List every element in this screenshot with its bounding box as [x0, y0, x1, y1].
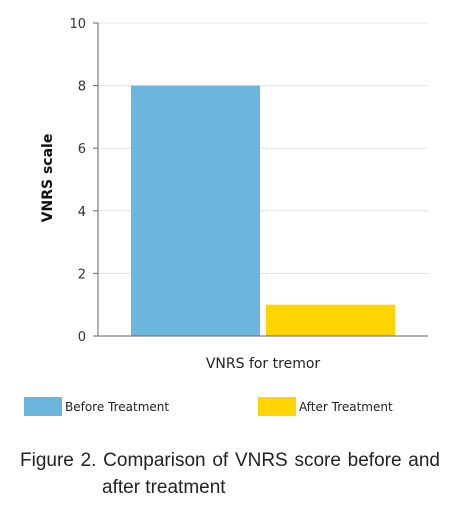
bars: [131, 85, 395, 336]
y-tick-label: 8: [78, 80, 86, 95]
legend-label-after: After Treatment: [299, 399, 393, 414]
y-axis: 0 2 4 6 8 10: [69, 17, 99, 345]
y-axis-title: VNRS scale: [40, 134, 56, 223]
caption-line-1: Figure 2. Comparison of VNRS score befor…: [20, 450, 440, 471]
y-tick-label: 0: [78, 330, 86, 345]
legend-swatch-after: [258, 397, 296, 416]
y-tick-label: 4: [78, 205, 86, 220]
y-tick-label: 6: [78, 142, 86, 157]
legend: Before Treatment After Treatment: [24, 397, 444, 417]
legend-label-before: Before Treatment: [65, 399, 170, 414]
legend-swatch-before: [24, 397, 62, 416]
bar-chart: 0 2 4 6 8 10 VNRS for tremor VNRS scale: [40, 17, 428, 372]
legend-item-before: Before Treatment: [24, 397, 169, 416]
bar-before-treatment: [131, 85, 260, 336]
bar-after-treatment: [266, 304, 395, 336]
caption-line-2: after treatment: [102, 477, 226, 498]
x-axis: VNRS for tremor: [98, 335, 428, 372]
x-category-label: VNRS for tremor: [206, 356, 321, 372]
legend-item-after: After Treatment: [258, 397, 393, 416]
y-tick-label: 2: [78, 267, 86, 282]
y-tick-label: 10: [69, 17, 86, 32]
